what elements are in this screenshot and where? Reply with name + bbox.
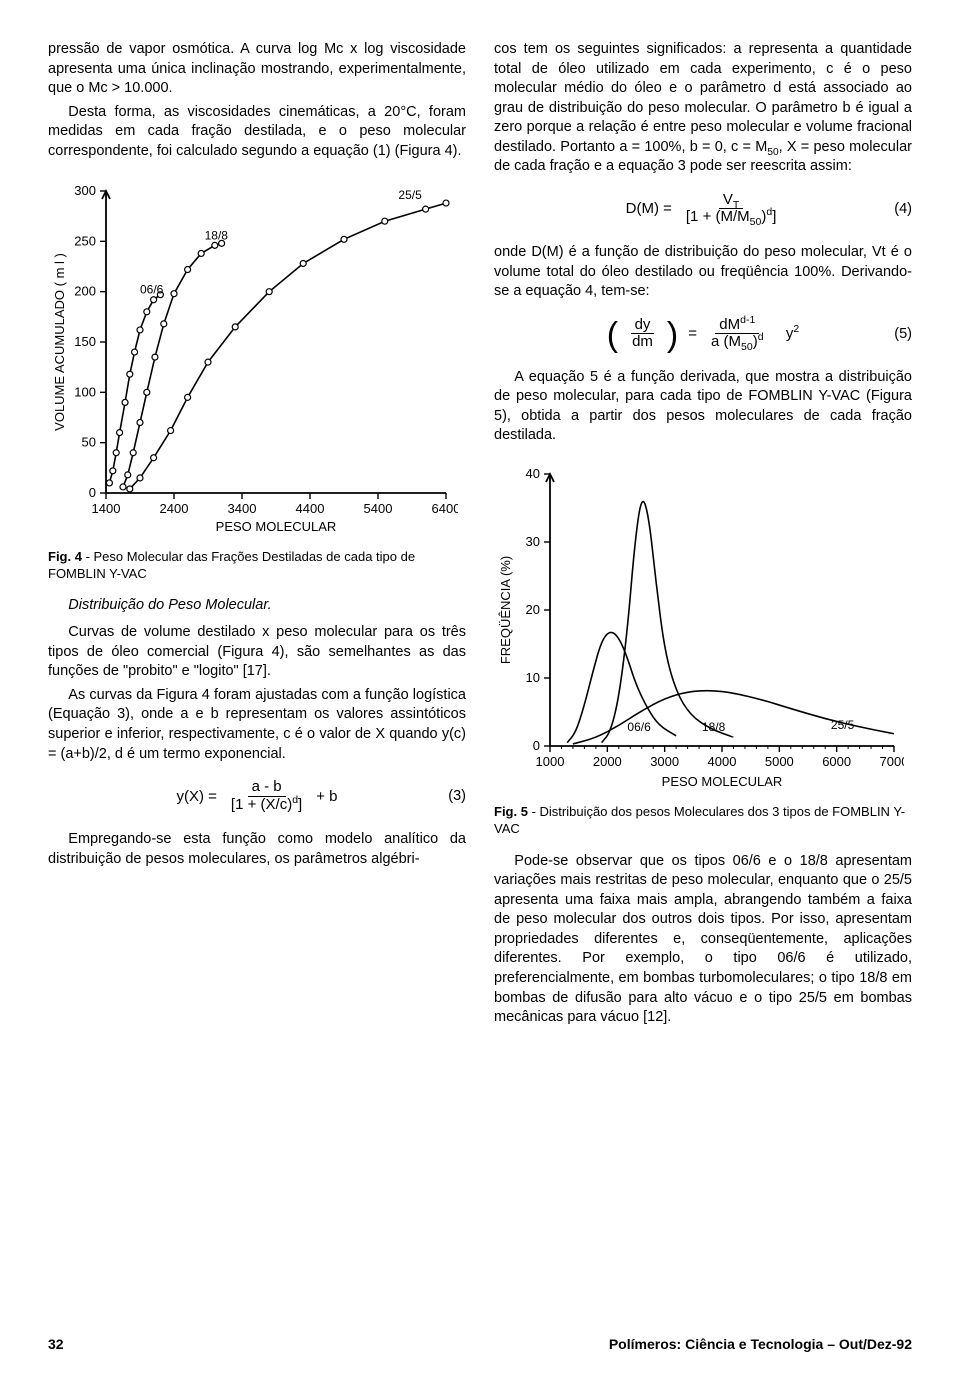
figure-4-caption-text: - Peso Molecular das Frações Destiladas …: [48, 549, 415, 581]
svg-text:0: 0: [89, 485, 96, 500]
eq5-frac1-den: dm: [628, 334, 657, 351]
equation-5: ( dy dm ) = dMd-1 a (M50)d y2 (5): [494, 312, 912, 356]
para: pressão de vapor osmótica. A curva log M…: [48, 40, 466, 99]
figure-5-caption: Fig. 5 - Distribuição dos pesos Molecula…: [494, 804, 912, 838]
svg-text:VOLUME ACUMULADO ( m l ): VOLUME ACUMULADO ( m l ): [52, 254, 67, 432]
eq5-frac1-num: dy: [631, 317, 655, 335]
page-number: 32: [48, 1336, 64, 1352]
svg-text:18/8: 18/8: [205, 229, 229, 243]
svg-text:100: 100: [74, 385, 96, 400]
svg-text:150: 150: [74, 334, 96, 349]
svg-text:25/5: 25/5: [398, 188, 422, 202]
svg-text:1000: 1000: [536, 754, 565, 769]
eq5-frac2-den: a (M50)d: [707, 334, 768, 351]
equation-3: y(X) = a - b [1 + (X/c)d] + b (3): [48, 774, 466, 818]
eq5-frac1: dy dm: [628, 317, 657, 351]
eq3-lhs: y(X) =: [176, 788, 216, 805]
svg-text:200: 200: [74, 284, 96, 299]
left-column: pressão de vapor osmótica. A curva log M…: [48, 40, 466, 1032]
svg-text:6000: 6000: [822, 754, 851, 769]
para: cos tem os seguintes significados: a rep…: [494, 40, 912, 177]
svg-text:PESO MOLECULAR: PESO MOLECULAR: [216, 519, 337, 534]
para: onde D(M) é a função de distribuição do …: [494, 243, 912, 302]
svg-text:2000: 2000: [593, 754, 622, 769]
paren-left: (: [607, 325, 618, 345]
svg-text:300: 300: [74, 183, 96, 198]
figure-4-chart: 1400 2400 3400 4400 5400 6400 0 50 100 150 200 250 3…: [48, 179, 458, 539]
eq5-frac2-num: dMd-1: [715, 317, 759, 335]
eq4-num: VT: [719, 192, 743, 210]
svg-text:3400: 3400: [228, 501, 257, 516]
figure-5-chart: 1000 2000 3000 4000 5000 6000 7000 0 10 20 30 40 PES…: [494, 464, 904, 794]
figure-5-caption-label: Fig. 5: [494, 804, 528, 819]
eq3-number: (3): [448, 788, 466, 804]
svg-text:3000: 3000: [650, 754, 679, 769]
journal-name: Polímeros: Ciência e Tecnologia – Out/De…: [609, 1336, 912, 1352]
para: Pode-se observar que os tipos 06/6 e o 1…: [494, 852, 912, 1028]
paren-right: ): [667, 325, 678, 345]
svg-text:2400: 2400: [160, 501, 189, 516]
eq5-tail: y2: [778, 325, 800, 342]
eq3-den: [1 + (X/c)d]: [227, 797, 306, 814]
equation-4: D(M) = VT [1 + (M/M50)d] (4): [494, 187, 912, 231]
svg-text:5000: 5000: [765, 754, 794, 769]
right-column: cos tem os seguintes significados: a rep…: [494, 40, 912, 1032]
eq4-fraction: VT [1 + (M/M50)d]: [682, 192, 780, 226]
eq4-den: [1 + (M/M50)d]: [682, 209, 780, 226]
para: A equação 5 é a função derivada, que mos…: [494, 368, 912, 446]
svg-text:FREQÜÊNCIA (%): FREQÜÊNCIA (%): [498, 556, 513, 664]
svg-text:7000: 7000: [880, 754, 904, 769]
para: As curvas da Figura 4 foram ajustadas co…: [48, 686, 466, 764]
eq5-eq: =: [688, 325, 697, 342]
svg-text:250: 250: [74, 234, 96, 249]
svg-text:06/6: 06/6: [627, 720, 651, 734]
svg-text:1400: 1400: [92, 501, 121, 516]
svg-text:4400: 4400: [296, 501, 325, 516]
para: Empregando-se esta função como modelo an…: [48, 830, 466, 869]
eq5-number: (5): [894, 326, 912, 342]
para: Curvas de volume destilado x peso molecu…: [48, 623, 466, 682]
eq3-tail: + b: [316, 788, 337, 805]
subheading: Distribuição do Peso Molecular.: [48, 597, 466, 613]
svg-text:5400: 5400: [364, 501, 393, 516]
svg-text:18/8: 18/8: [702, 720, 726, 734]
eq4-number: (4): [894, 201, 912, 217]
eq5-frac2: dMd-1 a (M50)d: [707, 317, 768, 351]
para: Desta forma, as viscosidades cinemáticas…: [48, 103, 466, 162]
svg-text:PESO MOLECULAR: PESO MOLECULAR: [662, 774, 783, 789]
figure-4: 1400 2400 3400 4400 5400 6400 0 50 100 150 200 250 3…: [48, 179, 466, 539]
svg-text:10: 10: [526, 670, 540, 685]
svg-text:0: 0: [533, 738, 540, 753]
svg-text:40: 40: [526, 466, 540, 481]
figure-4-caption: Fig. 4 - Peso Molecular das Frações Dest…: [48, 549, 466, 583]
page-footer: 32 Polímeros: Ciência e Tecnologia – Out…: [48, 1336, 912, 1352]
svg-text:6400: 6400: [432, 501, 458, 516]
eq3-num: a - b: [248, 779, 286, 797]
svg-text:20: 20: [526, 602, 540, 617]
svg-text:50: 50: [82, 435, 96, 450]
svg-text:25/5: 25/5: [831, 718, 855, 732]
svg-text:4000: 4000: [708, 754, 737, 769]
eq4-lhs: D(M) =: [626, 200, 672, 217]
svg-text:30: 30: [526, 534, 540, 549]
eq3-fraction: a - b [1 + (X/c)d]: [227, 779, 306, 813]
figure-5: 1000 2000 3000 4000 5000 6000 7000 0 10 20 30 40 PES…: [494, 464, 912, 794]
figure-5-caption-text: - Distribuição dos pesos Moleculares dos…: [494, 804, 905, 836]
svg-text:06/6: 06/6: [140, 283, 164, 297]
figure-4-caption-label: Fig. 4: [48, 549, 82, 564]
